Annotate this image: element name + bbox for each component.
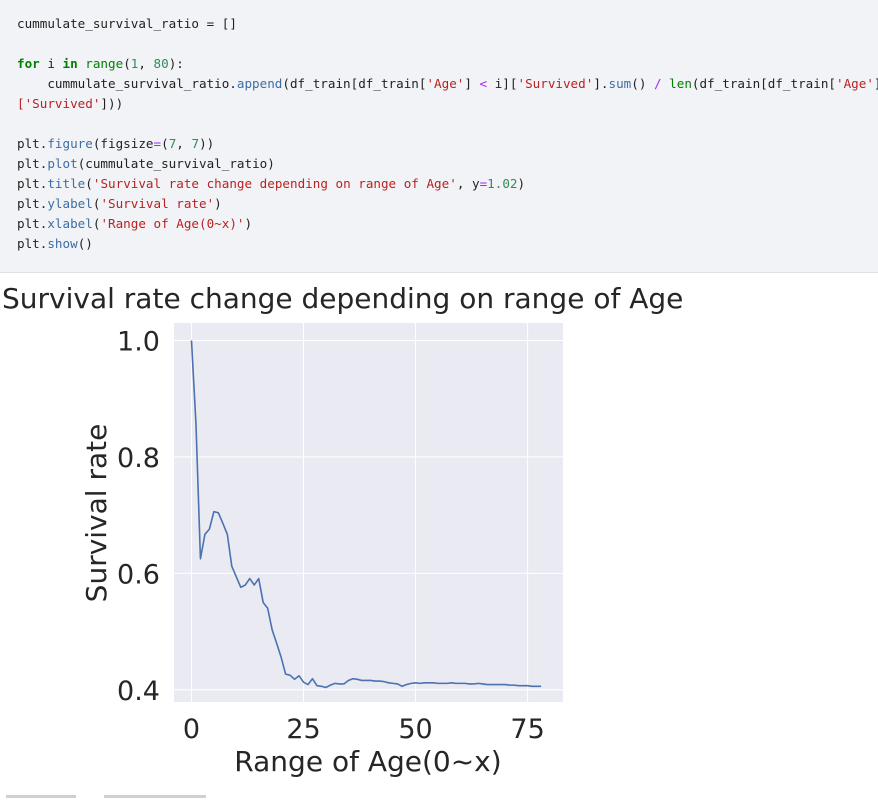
grid-lines [174,323,563,702]
chart-title: Survival rate change depending on range … [2,282,683,315]
code-line-4: cummulate_survival_ratio.append(df_train… [17,76,878,91]
code-line-9: plt.title('Survival rate change dependin… [17,176,526,191]
bottom-tab-2[interactable] [104,795,206,798]
x-tick-label: 50 [398,714,432,745]
y-tick-labels: 0.4 0.6 0.8 1.0 [117,326,160,706]
series-line [190,340,542,689]
y-tick-label: 0.4 [117,676,160,707]
code-line-5: ['Survived'])) [17,96,124,111]
code-editor[interactable]: cummulate_survival_ratio = [] for i in r… [0,0,878,254]
y-tick-label: 0.6 [117,559,160,590]
code-line-1: cummulate_survival_ratio = [] [17,16,237,31]
survival-rate-chart: Survival rate change depending on range … [2,282,683,778]
y-tick-label: 0.8 [117,443,160,474]
code-line-10: plt.ylabel('Survival rate') [17,196,222,211]
plot-area [174,323,563,702]
x-tick-label: 25 [286,714,320,745]
code-line-11: plt.xlabel('Range of Age(0~x)') [17,216,253,231]
code-cell[interactable]: cummulate_survival_ratio = [] for i in r… [0,0,878,273]
code-line-7: plt.figure(figsize=(7, 7)) [17,136,215,151]
x-axis-label: Range of Age(0~x) [234,745,501,778]
cell-output: Survival rate change depending on range … [0,274,878,798]
y-axis-label: Survival rate [80,424,113,603]
x-tick-label: 0 [183,714,200,745]
code-line-8: plt.plot(cummulate_survival_ratio) [17,156,275,171]
y-tick-label: 1.0 [117,326,160,357]
code-line-3: for i in range(1, 80): [17,56,184,71]
bottom-tab-1[interactable] [6,795,76,798]
x-tick-label: 75 [510,714,544,745]
code-line-12: plt.show() [17,236,93,251]
x-tick-labels: 0 25 50 75 [183,714,545,745]
